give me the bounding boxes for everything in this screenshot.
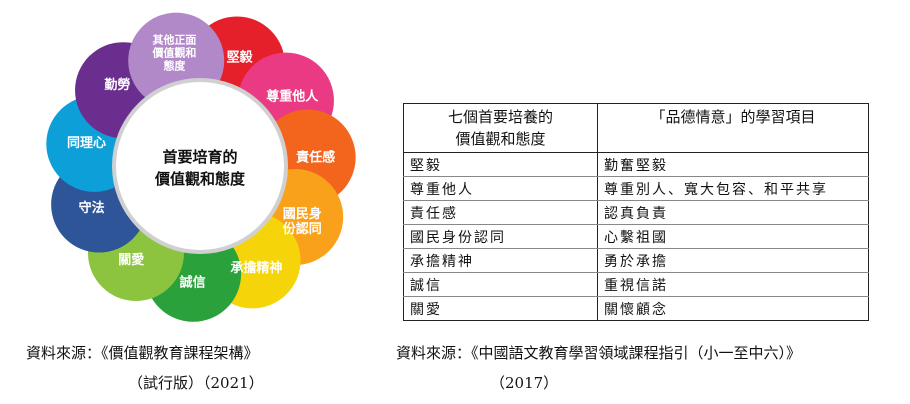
table-row: 承擔精神 勇於承擔 — [403, 248, 869, 273]
value-petal-label-line: 同理心 — [67, 136, 106, 151]
value-petal-label-line: 守法 — [79, 200, 105, 216]
value-petal-label-line: 態度 — [163, 59, 186, 73]
value-petal-label-line: 價值觀和 — [151, 46, 196, 60]
cell-learning-item: 心繫祖國 — [597, 224, 869, 249]
header-values-attitudes: 七個首要培養的 價值觀和態度 — [403, 103, 598, 153]
cell-learning-item: 勤奮堅毅 — [597, 152, 869, 177]
header-learning-items: 「品德情意」的學習項目 — [597, 103, 869, 153]
table-row: 尊重他人 尊重別人、寬大包容、和平共享 — [403, 176, 869, 201]
source-caption-right: 資料來源：《中國語文教育學習領域課程指引（小一至中六）》 — [396, 344, 802, 362]
cell-value-attitude: 國民身份認同 — [403, 224, 598, 249]
value-petal-label-line: 勤勞 — [104, 77, 130, 93]
value-petal-label: 同理心 — [67, 136, 106, 151]
source-caption-right-year: （2017） — [490, 374, 559, 392]
value-petal-label-line: 誠信 — [180, 274, 206, 290]
values-learning-items-table: 七個首要培養的 價值觀和態度 「品德情意」的學習項目 堅毅 勤奮堅毅 尊重他人 尊重別… — [403, 103, 869, 321]
value-petal-label: 國民身份認同 — [283, 206, 322, 237]
table-row: 堅毅 勤奮堅毅 — [403, 152, 869, 177]
cell-learning-item: 重視信諾 — [597, 272, 869, 297]
value-petal-label-line: 關愛 — [118, 252, 144, 268]
value-petal-label-line: 份認同 — [283, 221, 322, 237]
cell-value-attitude: 堅毅 — [403, 152, 598, 177]
table-header-row: 七個首要培養的 價值觀和態度 「品德情意」的學習項目 — [403, 103, 869, 153]
cell-value-attitude: 承擔精神 — [403, 248, 598, 273]
value-petal-label: 責任感 — [296, 149, 335, 165]
value-petal-label: 守法 — [79, 200, 105, 216]
value-petal-label-line: 堅毅 — [227, 50, 254, 66]
center-circle — [112, 78, 288, 254]
value-petal-label-line: 責任感 — [296, 149, 335, 165]
value-petal-label: 尊重他人 — [266, 88, 319, 104]
cell-learning-item: 勇於承擔 — [597, 248, 869, 273]
table-row: 責任感 認真負責 — [403, 200, 869, 225]
value-petal-label-line: 尊重他人 — [266, 88, 319, 104]
cell-value-attitude: 誠信 — [403, 272, 598, 297]
center-title: 首要培育的價值觀和態度 — [154, 148, 246, 188]
center-title-line: 首要培育的 — [162, 148, 237, 166]
cell-learning-item: 認真負責 — [597, 200, 869, 225]
table-row: 國民身份認同 心繫祖國 — [403, 224, 869, 249]
cell-value-attitude: 尊重他人 — [403, 176, 598, 201]
values-wheel-diagram: 堅毅尊重他人責任感國民身份認同承擔精神誠信關愛守法同理心勤勞其他正面價值觀和態度… — [46, 12, 356, 322]
cell-value-attitude: 關愛 — [403, 296, 598, 321]
table-row: 關愛 關懷顧念 — [403, 296, 869, 321]
value-petal-label: 關愛 — [118, 252, 144, 268]
table-row: 誠信 重視信諾 — [403, 272, 869, 297]
source-caption-left: 資料來源：《價值觀教育課程架構》 — [26, 344, 259, 362]
cell-value-attitude: 責任感 — [403, 200, 598, 225]
value-petal-label: 誠信 — [180, 274, 206, 290]
center-title-line: 價值觀和態度 — [154, 170, 246, 188]
value-petal-label-line: 國民身 — [283, 206, 322, 222]
table-body: 堅毅 勤奮堅毅 尊重他人 尊重別人、寬大包容、和平共享 責任感 認真負責 國民身份認同 心繫祖… — [403, 152, 869, 321]
value-petal-label-line: 承擔精神 — [230, 260, 282, 276]
value-petal-label: 其他正面價值觀和態度 — [151, 33, 196, 73]
value-petal-label-line: 其他正面 — [152, 33, 196, 47]
value-petal-label: 承擔精神 — [230, 260, 282, 276]
cell-learning-item: 尊重別人、寬大包容、和平共享 — [597, 176, 869, 201]
values-table-container: 七個首要培養的 價值觀和態度 「品德情意」的學習項目 堅毅 勤奮堅毅 尊重他人 尊重別… — [403, 103, 869, 321]
value-petal-label: 堅毅 — [227, 50, 254, 66]
value-petal-label: 勤勞 — [104, 77, 130, 93]
cell-learning-item: 關懷顧念 — [597, 296, 869, 321]
source-caption-left-edition: （試行版）（2021） — [128, 374, 264, 392]
